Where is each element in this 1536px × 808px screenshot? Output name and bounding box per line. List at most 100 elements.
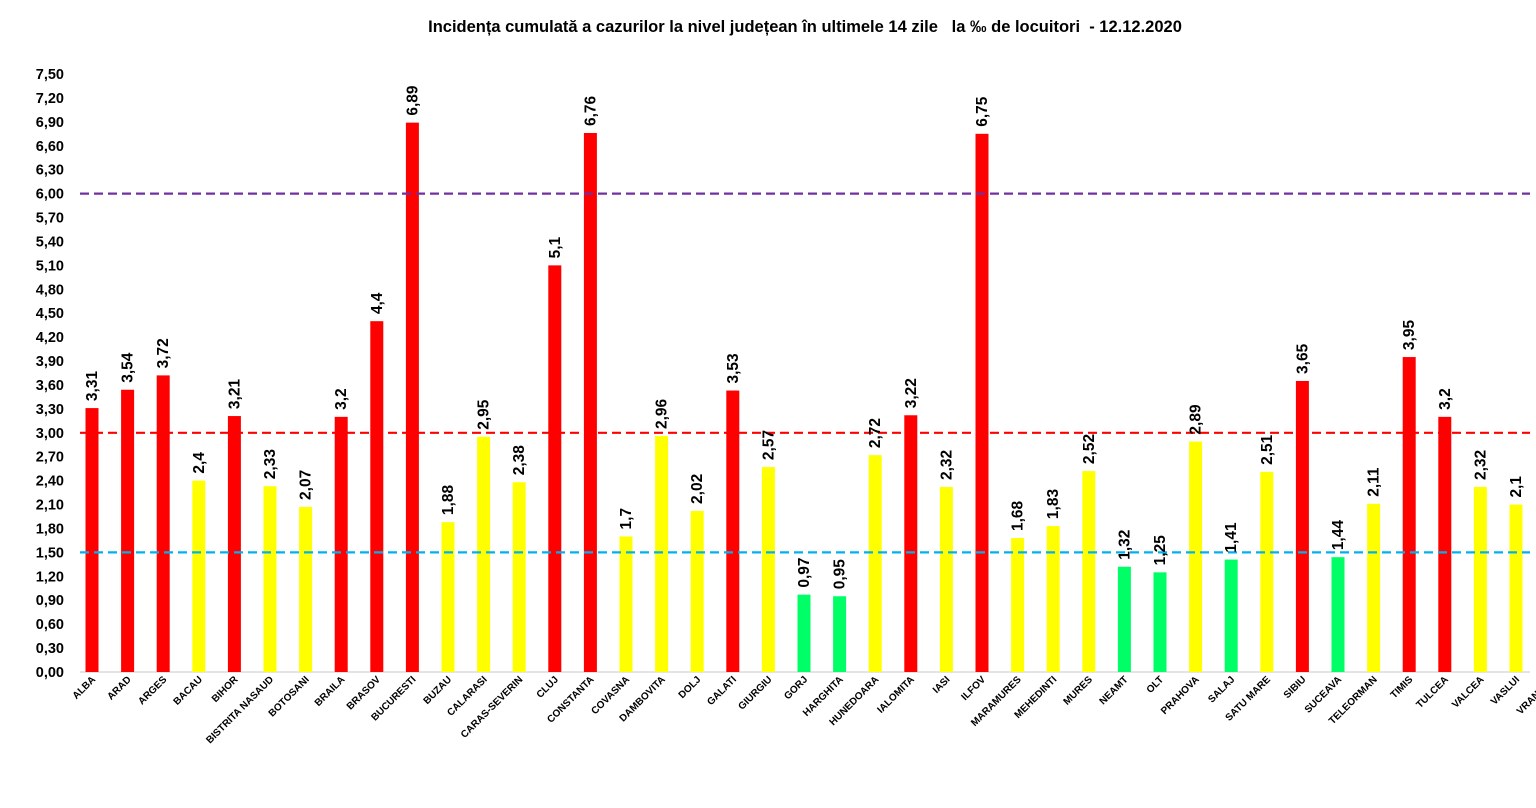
x-tick-label: GALATI [705,674,739,708]
data-label: 2,38 [511,445,528,476]
data-label: 2,07 [298,470,315,500]
x-tick-label: BUZAU [422,674,455,707]
bar [85,408,99,672]
chart-title: Incidența cumulată a cazurilor la nivel … [428,18,1182,36]
bar [1331,557,1345,672]
y-tick-label: 6,90 [36,115,64,131]
bar [1011,538,1025,672]
x-tick-label: SALAJ [1206,674,1237,705]
x-tick-label: GIURGIU [736,674,774,712]
data-label: 2,51 [1259,434,1276,465]
x-tick-label: SIBIU [1282,674,1309,701]
bar [227,416,241,672]
data-label: 3,65 [1294,343,1311,374]
bar [1402,357,1416,672]
y-tick-label: 4,50 [36,306,64,322]
bar [619,536,633,672]
bar [156,375,170,672]
bar [1189,441,1203,672]
bar [477,436,491,672]
data-label: 1,88 [440,485,457,516]
y-tick-label: 0,00 [36,665,64,681]
y-tick-label: 0,90 [36,593,64,609]
data-label: 2,1 [1508,476,1525,498]
bar [1367,503,1381,672]
x-tick-label: MURES [1062,674,1096,708]
data-label: 3,31 [84,371,101,402]
bar [904,415,918,672]
data-label: 3,72 [155,338,172,368]
data-label: 2,89 [1188,404,1205,435]
bar [1224,559,1238,672]
data-label: 2,4 [191,452,208,474]
bar [1046,526,1060,672]
data-label: 0,95 [832,559,849,590]
bar [1260,471,1274,672]
x-tick-label: CLUJ [535,674,561,700]
bar [690,510,704,672]
bar [121,389,135,672]
x-tick-label: BACAU [172,674,205,707]
data-label: 3,2 [1437,388,1454,410]
y-tick-label: 3,00 [36,426,64,442]
x-tick-label: OLT [1145,674,1166,695]
bar [939,487,953,672]
bar [1438,416,1452,672]
y-tick-label: 5,10 [36,258,64,274]
bar [192,480,206,672]
x-tick-label: GORJ [782,674,810,702]
data-label: 2,02 [689,474,706,504]
y-tick-label: 0,30 [36,641,64,657]
data-label: 1,44 [1330,520,1347,551]
x-tick-label: BRAILA [313,674,347,708]
x-tick-label: ARAD [106,674,134,702]
bar [441,522,455,672]
bar [299,506,313,672]
data-label: 3,54 [120,352,137,383]
y-tick-label: 3,60 [36,378,64,394]
bar [726,390,740,672]
data-label: 1,7 [618,508,635,530]
data-label: 2,32 [938,450,955,480]
data-label: 1,25 [1152,535,1169,566]
x-tick-label: BISTRITA NASAUD [204,674,276,746]
y-tick-label: 4,20 [36,330,64,346]
y-tick-label: 2,40 [36,474,64,490]
bar [512,482,526,672]
data-label: 1,83 [1045,489,1062,520]
y-tick-label: 1,80 [36,521,64,537]
data-label: 6,76 [582,95,599,126]
bar [370,321,384,672]
x-tick-label: ALBA [71,674,98,701]
bar [797,594,811,672]
x-tick-label: PRAHOVA [1159,674,1202,717]
data-label: 6,75 [974,96,991,127]
x-tick-label: TULCEA [1414,674,1450,710]
bar [761,467,775,672]
y-tick-label: 0,60 [36,617,64,633]
bar [1117,566,1131,672]
y-tick-label: 1,50 [36,545,64,561]
y-tick-label: 4,80 [36,282,64,298]
y-tick-label: 2,70 [36,450,64,466]
data-label: 1,68 [1010,501,1027,532]
bar [868,455,882,672]
data-label: 3,95 [1401,320,1418,351]
data-label: 6,89 [404,85,421,116]
y-tick-label: 6,60 [36,139,64,155]
bar [583,133,597,672]
data-label: 2,11 [1366,467,1383,497]
data-label: 2,33 [262,449,279,480]
bar [334,416,348,672]
data-label: 2,95 [476,399,493,430]
data-label: 3,2 [333,388,350,410]
bar [975,133,989,673]
x-tick-label: IALOMITA [875,674,916,715]
data-label: 2,57 [760,430,777,460]
data-label: 0,97 [796,557,813,587]
x-tick-label: VASLUI [1489,674,1522,707]
y-tick-label: 3,30 [36,402,64,418]
y-tick-label: 6,30 [36,163,64,179]
y-tick-label: 7,20 [36,91,64,107]
